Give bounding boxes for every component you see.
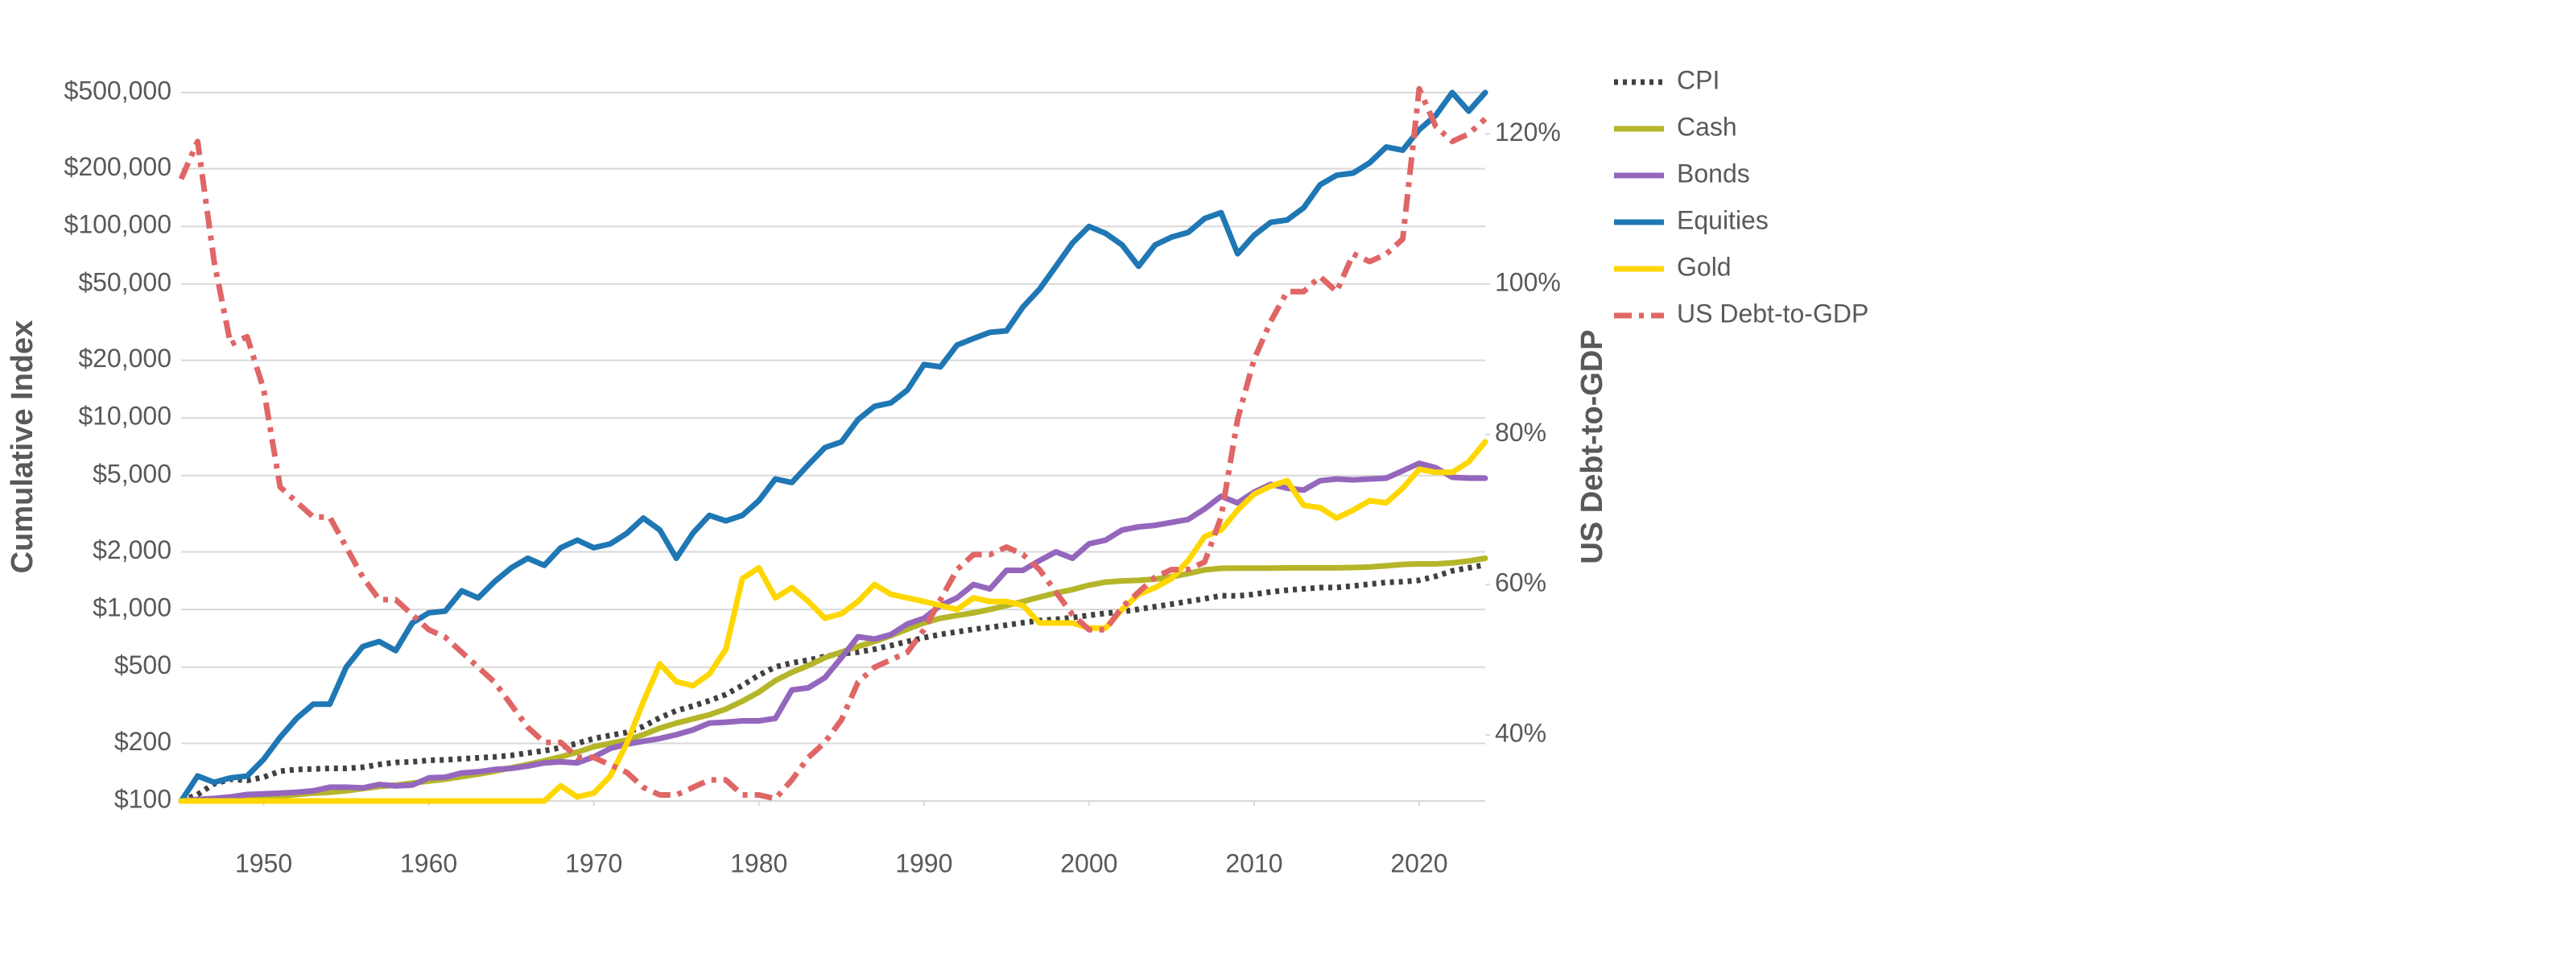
y-tick-label: $500,000	[64, 76, 171, 105]
series-line	[178, 460, 1488, 804]
series-line	[178, 439, 1488, 804]
y-tick-label: $20,000	[78, 344, 171, 373]
y-axis-title: Cumulative Index	[6, 320, 39, 574]
legend-label: Equities	[1677, 205, 1769, 234]
x-tick-label: 2000	[1060, 848, 1117, 877]
x-tick-label: 1960	[400, 848, 457, 877]
y-tick-label: $2,000	[93, 535, 171, 564]
y-tick-label: $1,000	[93, 593, 171, 622]
y-tick-label: $100	[114, 784, 171, 813]
y-tick-label: $5,000	[93, 459, 171, 488]
x-tick-label: 2020	[1390, 848, 1447, 877]
y2-tick-label: 80%	[1495, 418, 1546, 447]
legend-label: CPI	[1677, 65, 1719, 94]
legend-label: Bonds	[1677, 159, 1750, 188]
y-tick-label: $500	[114, 650, 171, 679]
legend-label: Cash	[1677, 112, 1737, 141]
series-line	[180, 562, 1486, 804]
y2-tick-label: 60%	[1495, 568, 1546, 597]
legend-label: Gold	[1677, 252, 1732, 281]
y-tick-label: $100,000	[64, 210, 171, 239]
y2-tick-label: 40%	[1495, 718, 1546, 747]
y-tick-label: $10,000	[78, 402, 171, 431]
x-tick-label: 1990	[895, 848, 952, 877]
series-line	[178, 89, 1488, 804]
y-tick-label: $200	[114, 727, 171, 756]
x-tick-label: 1980	[730, 848, 787, 877]
y2-tick-label: 120%	[1495, 118, 1561, 147]
y2-axis-title: US Debt-to-GDP	[1575, 329, 1609, 564]
legend-label: US Debt-to-GDP	[1677, 299, 1868, 328]
x-tick-label: 1970	[565, 848, 622, 877]
y-tick-label: $50,000	[78, 267, 171, 296]
x-tick-label: 2010	[1225, 848, 1282, 877]
y2-tick-label: 100%	[1495, 267, 1561, 296]
x-tick-label: 1950	[235, 848, 292, 877]
series-line	[178, 85, 1488, 802]
y-tick-label: $200,000	[64, 152, 171, 181]
